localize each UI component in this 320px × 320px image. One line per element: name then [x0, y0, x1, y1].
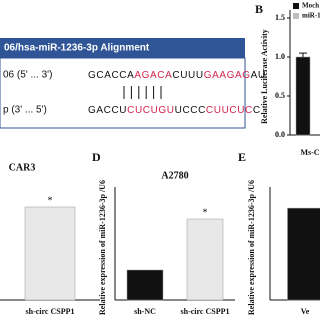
sequence-segment: CUUCUC — [206, 105, 253, 116]
sequence-segment: CUUU — [172, 70, 203, 81]
bar — [186, 218, 224, 301]
sequence-label: 06 (5' ... 3') — [3, 70, 52, 81]
sequence-segment: CUCUGU — [127, 105, 175, 116]
sequence-segment: GAAGAG — [204, 70, 251, 81]
x-tick-label: Ve — [301, 307, 310, 316]
sequence: GACCUCUCUGUUCCCCUUCUCC — [88, 105, 261, 116]
y-tick-label: 1.5 — [275, 13, 285, 22]
legend-label: Moch — [302, 2, 319, 10]
chart-title: A2780 — [161, 170, 188, 181]
error-bar — [299, 52, 307, 57]
bar — [295, 56, 311, 136]
panel-label: E — [238, 150, 246, 164]
panel-label: B — [255, 2, 263, 16]
y-axis-label: Relative expression of miR-1236-3p /U6 — [247, 180, 256, 315]
significance: * — [203, 207, 208, 218]
legend-label: miR-1 — [302, 12, 320, 20]
sequence-segment: AU — [251, 70, 266, 81]
x-tick-label: Ms-C — [300, 148, 319, 157]
sequence-segment: AGACA — [134, 70, 172, 81]
y-tick-label: 0.5 — [275, 91, 285, 100]
x-tick-label: sh-NC — [134, 307, 156, 316]
bar — [24, 206, 76, 301]
legend-swatch — [293, 13, 299, 19]
y-tick-label: 0.0 — [275, 130, 285, 139]
x-tick-label: sh-circ CSPP1 — [181, 307, 230, 316]
significance: * — [48, 195, 53, 206]
sequence-segment: UCCC — [175, 105, 206, 116]
y-tick-label: 1.0 — [275, 52, 285, 61]
y-axis-label: Relative Luciferase Activity — [260, 29, 269, 124]
alignment-header — [0, 38, 245, 58]
sequence-segment: C — [253, 105, 261, 116]
y-axis-label: Relative expression of miR-1236-3p /U6 — [98, 180, 107, 315]
alignment-box — [0, 57, 246, 129]
panel-label: D — [92, 150, 101, 164]
bar — [126, 269, 164, 301]
sequence-segment: GACCU — [88, 105, 127, 116]
bar — [287, 207, 320, 301]
alignment-title: 06/hsa-miR-1236-3p Alignment — [4, 43, 150, 54]
chart-title: CAR3 — [9, 162, 36, 173]
x-tick-label: sh-circ CSPP1 — [26, 307, 75, 316]
legend-swatch — [293, 3, 299, 9]
sequence: GCACCAAGACACUUUGAAGAGAU — [88, 70, 266, 81]
sequence-label: p (3' ... 5') — [3, 105, 47, 116]
sequence-segment: GCACCA — [88, 70, 134, 81]
